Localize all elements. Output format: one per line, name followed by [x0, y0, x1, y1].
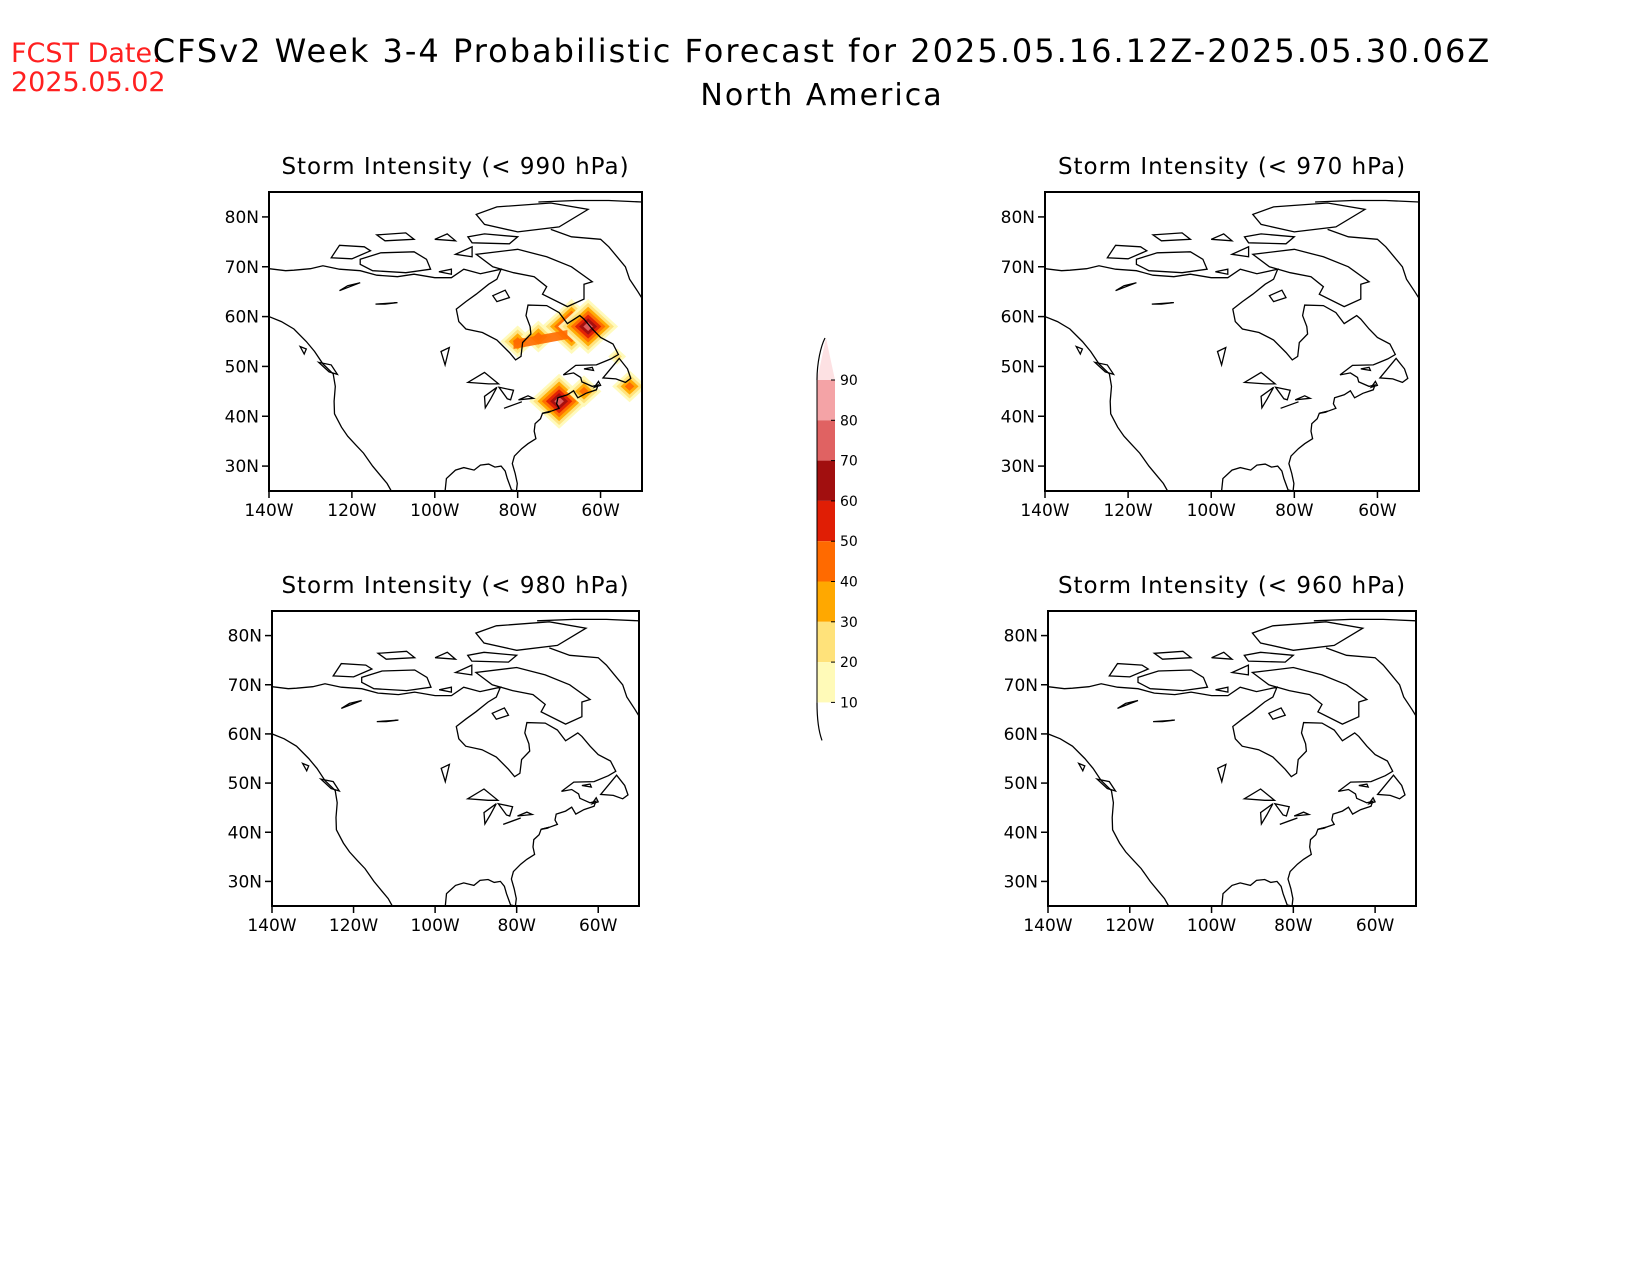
lon-tick-label: 140W: [244, 501, 293, 521]
probability-contour: [583, 322, 593, 331]
main-title: CFSv2 Week 3-4 Probabilistic Forecast fo…: [153, 32, 1492, 70]
lon-tick-label: 140W: [247, 916, 296, 936]
colorbar-label: 10: [840, 695, 858, 711]
lat-tick-label: 70N: [1001, 258, 1035, 278]
colorbar-swatch: [817, 581, 835, 622]
lat-tick-label: 50N: [1004, 774, 1038, 794]
lat-tick-label: 70N: [225, 258, 259, 278]
main-subtitle: North America: [700, 78, 943, 113]
colorbar-swatch: [817, 460, 835, 501]
probability-contour: [513, 330, 568, 349]
lat-tick-label: 80N: [1001, 208, 1035, 228]
colorbar-swatch: [817, 500, 835, 542]
lon-tick-label: 60W: [1358, 501, 1397, 521]
map-frame: [271, 610, 640, 907]
lon-tick-label: 80W: [497, 916, 536, 936]
lat-tick-label: 70N: [228, 676, 262, 696]
lon-tick-label: 100W: [1187, 501, 1236, 521]
map-panel-990: Storm Intensity (< 990 hPa) 80N 70N 60N 50N 4…: [225, 154, 643, 521]
colorbar-swatch: [817, 420, 835, 461]
panel-title: Storm Intensity (< 980 hPa): [281, 573, 629, 599]
map-frame: [268, 191, 643, 492]
lon-tick-label: 120W: [329, 916, 378, 936]
lat-tick-label: 30N: [1001, 457, 1035, 477]
colorbar-swatch: [817, 380, 835, 421]
probability-contour: [579, 386, 589, 396]
colorbar-swatch: [817, 541, 835, 582]
colorbar-label: 30: [840, 615, 858, 631]
map-panel-970: Storm Intensity (< 970 hPa) 80N 70N 60N 50N 4…: [1001, 154, 1420, 521]
lat-tick-label: 40N: [1004, 823, 1038, 843]
lat-tick-label: 40N: [1001, 407, 1035, 427]
lon-tick-label: 100W: [410, 501, 459, 521]
colorbar-label: 90: [840, 373, 858, 389]
colorbar-swatch: [817, 621, 835, 663]
lat-tick-label: 40N: [225, 407, 259, 427]
colorbar-swatch: [817, 662, 835, 703]
lon-tick-label: 80W: [498, 501, 537, 521]
lon-tick-label: 140W: [1023, 916, 1072, 936]
colorbar: 90 80 70 60 50 40 30 20 10: [816, 337, 858, 741]
colorbar-label: 60: [840, 494, 858, 510]
lon-tick-label: 120W: [327, 501, 376, 521]
lat-tick-label: 70N: [1004, 676, 1038, 696]
lon-tick-label: 60W: [579, 916, 618, 936]
lon-tick-label: 80W: [1275, 501, 1314, 521]
lon-tick-label: 140W: [1020, 501, 1069, 521]
colorbar-label: 20: [840, 655, 858, 671]
lon-tick-label: 60W: [581, 501, 620, 521]
lon-tick-label: 120W: [1105, 916, 1154, 936]
panel-title: Storm Intensity (< 960 hPa): [1058, 573, 1406, 599]
lat-tick-label: 60N: [1004, 725, 1038, 745]
colorbar-label: 50: [840, 534, 858, 550]
probability-contour: [624, 381, 635, 391]
lon-tick-label: 100W: [410, 916, 459, 936]
lat-tick-label: 50N: [1001, 357, 1035, 377]
lon-tick-label: 80W: [1274, 916, 1313, 936]
lat-tick-label: 50N: [228, 774, 262, 794]
map-frame: [1047, 610, 1417, 907]
colorbar-label: 70: [840, 454, 858, 470]
colorbar-label: 40: [840, 575, 858, 591]
lat-tick-label: 60N: [228, 725, 262, 745]
fcst-date-value: 2025.05.02: [11, 67, 166, 98]
lat-tick-label: 40N: [228, 823, 262, 843]
lat-tick-label: 60N: [225, 308, 259, 328]
lat-tick-label: 30N: [228, 872, 262, 892]
map-panel-980: Storm Intensity (< 980 hPa) 80N 70N 60N 50N 4…: [228, 573, 640, 936]
lat-tick-label: 60N: [1001, 308, 1035, 328]
lat-tick-label: 30N: [225, 457, 259, 477]
panel-title: Storm Intensity (< 970 hPa): [1058, 154, 1406, 180]
fcst-date-label: FCST Date:: [11, 38, 161, 69]
lon-tick-label: 120W: [1103, 501, 1152, 521]
lat-tick-label: 80N: [225, 208, 259, 228]
lat-tick-label: 80N: [228, 627, 262, 647]
lat-tick-label: 80N: [1004, 627, 1038, 647]
panel-title: Storm Intensity (< 990 hPa): [281, 154, 629, 180]
lon-tick-label: 60W: [1356, 916, 1395, 936]
map-panel-960: Storm Intensity (< 960 hPa) 80N 70N 60N 50N 4…: [1004, 573, 1417, 936]
colorbar-label: 80: [840, 413, 858, 429]
lon-tick-label: 100W: [1187, 916, 1236, 936]
lat-tick-label: 30N: [1004, 872, 1038, 892]
map-frame: [1044, 191, 1420, 492]
lat-tick-label: 50N: [225, 357, 259, 377]
